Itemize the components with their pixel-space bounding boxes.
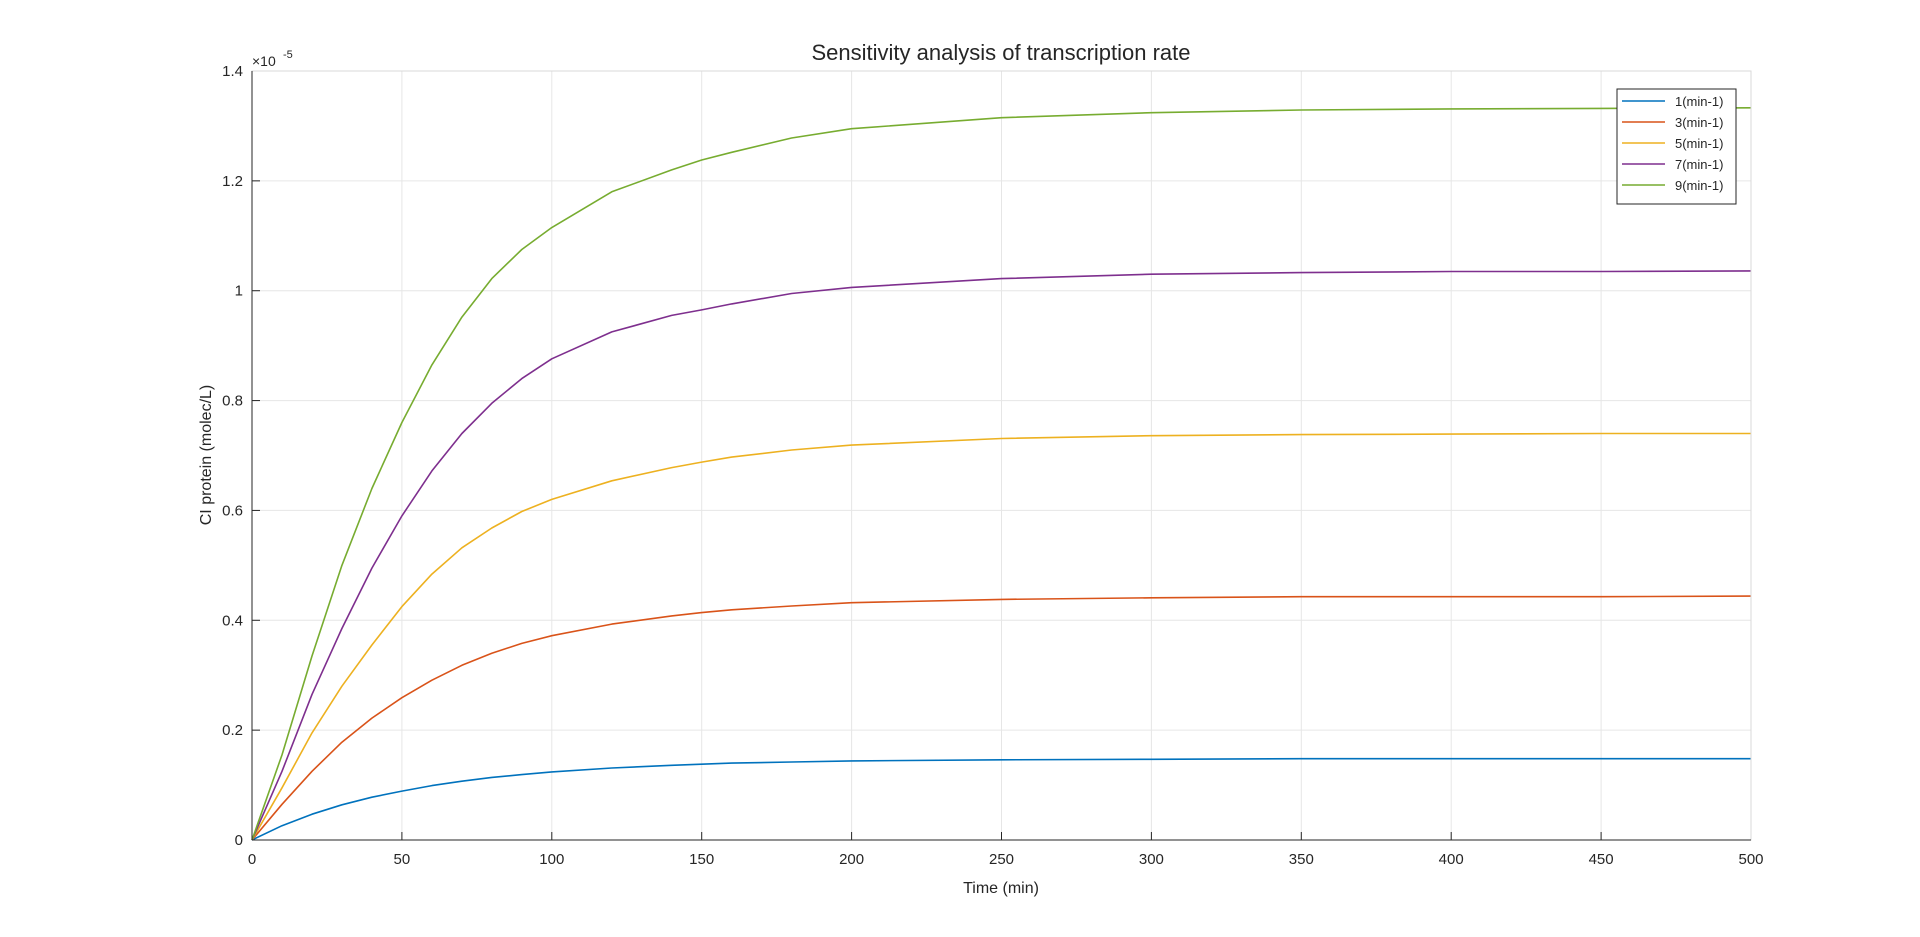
y-tick-label: 0.4: [222, 612, 243, 629]
series-line-5: [251, 107, 1752, 841]
legend-label: 7(min-1): [1675, 157, 1723, 172]
y-tick-label: 0.6: [222, 502, 243, 519]
y-tick-label: 0.8: [222, 393, 243, 410]
series-line-2: [251, 595, 1752, 841]
legend-label: 5(min-1): [1675, 136, 1723, 151]
series-line-4: [251, 270, 1752, 841]
chart-title: Sensitivity analysis of transcription ra…: [811, 40, 1190, 65]
series-line-1: [251, 757, 1751, 841]
x-tick-label: 0: [248, 851, 256, 868]
legend-label: 1(min-1): [1675, 94, 1723, 109]
x-tick-label: 400: [1439, 851, 1464, 868]
series-lines: [251, 107, 1752, 841]
y-tick-label: 1.4: [222, 63, 243, 80]
x-tick-label: 250: [989, 851, 1014, 868]
x-axis-label: Time (min): [963, 880, 1039, 897]
x-tick-label: 450: [1589, 851, 1614, 868]
x-tick-label: 300: [1139, 851, 1164, 868]
legend-label: 9(min-1): [1675, 178, 1723, 193]
y-exponent-power: -5: [283, 49, 293, 61]
y-tick-label: 1.2: [222, 173, 243, 190]
tick-labels: 0 50 100 150 200 250 300 350 400 450 500 0 0.2 0.4 0.6…: [222, 63, 1763, 868]
y-axis-label: CI protein (molec/L): [198, 385, 215, 526]
x-tick-label: 350: [1289, 851, 1314, 868]
series-line-3: [251, 432, 1751, 841]
y-exponent-base: ×10: [252, 53, 276, 69]
y-tick-label: 0.2: [222, 722, 243, 739]
x-tick-label: 200: [839, 851, 864, 868]
x-tick-label: 150: [689, 851, 714, 868]
x-tick-label: 50: [394, 851, 411, 868]
legend-label: 3(min-1): [1675, 115, 1723, 130]
legend: 1(min-1) 3(min-1) 5(min-1) 7(min-1) 9(min-1): [1616, 88, 1737, 205]
axes: [251, 70, 1752, 841]
y-tick-label: 0: [235, 832, 243, 849]
y-tick-label: 1: [235, 283, 243, 300]
x-tick-label: 100: [539, 851, 564, 868]
y-exponent: ×10 -5: [252, 49, 293, 69]
x-tick-label: 500: [1738, 851, 1763, 868]
